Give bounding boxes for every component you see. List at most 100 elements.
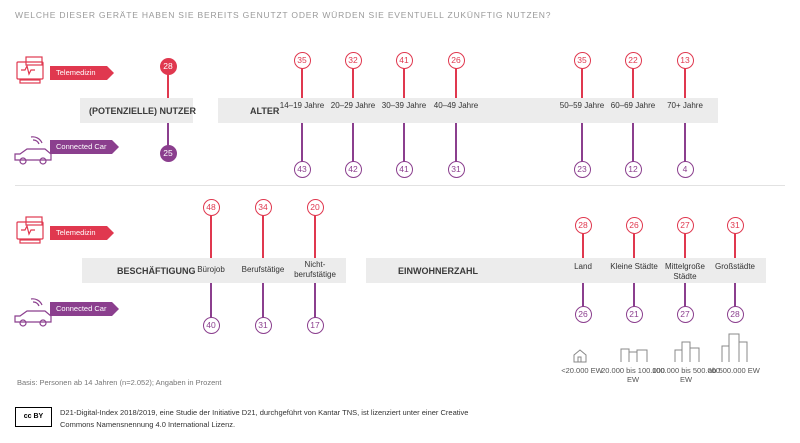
section-divider: [15, 185, 785, 186]
band-label-einwohnerzahl: EINWOHNERZAHL: [398, 266, 478, 276]
category-label: 70+ Jahre: [667, 101, 703, 110]
category-label: Großstädte: [714, 262, 755, 271]
connected-car-value: 25: [159, 144, 177, 162]
band-alter: [218, 98, 718, 123]
band-einwohnerzahl: [366, 258, 766, 283]
legend-connected-car: Connected Car: [50, 140, 119, 154]
telemedizin-stem: [684, 233, 686, 258]
connected-car-value: 42: [344, 160, 362, 178]
connected-car-value: 12: [624, 160, 642, 178]
telemedicine-icon: [16, 56, 44, 84]
car-icon: [14, 298, 52, 327]
connected-car-stem: [167, 123, 169, 153]
telemedizin-stem: [633, 233, 635, 258]
telemedizin-stem: [262, 215, 264, 258]
connected-car-value: 23: [573, 160, 591, 178]
category-label: Nicht-berufstätige: [294, 260, 336, 279]
connected-car-value: 27: [676, 305, 694, 323]
connected-car-value: 43: [293, 160, 311, 178]
buildings-icon: [674, 341, 700, 362]
band-nutzer: [80, 98, 193, 123]
connected-car-stem: [581, 123, 583, 169]
ew-label: <20.000 EW: [561, 366, 603, 375]
connected-car-stem: [301, 123, 303, 169]
connected-car-stem: [210, 283, 212, 325]
buildings-icon: [620, 348, 648, 362]
ew-label: ab 500.000 EW: [708, 366, 760, 375]
connected-car-value: 21: [625, 305, 643, 323]
telemedicine-icon: [16, 216, 44, 244]
car-icon: [14, 136, 52, 165]
connected-car-value: 4: [676, 160, 694, 178]
telemedizin-stem: [581, 68, 583, 98]
category-label: Mittelgroße Städte: [664, 262, 705, 281]
band-label-beschaeftigung: BESCHÄFTIGUNG: [117, 266, 196, 276]
telemedizin-value: 41: [395, 51, 413, 69]
category-label: Berufstätige: [241, 265, 285, 274]
telemedizin-value: 22: [624, 51, 642, 69]
telemedizin-value: 20: [306, 198, 324, 216]
telemedizin-value: 28: [574, 216, 592, 234]
cc-by-icon: cc BY: [15, 407, 52, 427]
telemedizin-stem: [210, 215, 212, 258]
telemedizin-value: 48: [202, 198, 220, 216]
category-label: 14–19 Jahre: [279, 101, 325, 110]
telemedizin-stem: [352, 68, 354, 98]
connected-car-value: 26: [574, 305, 592, 323]
connected-car-stem: [403, 123, 405, 169]
telemedizin-value: 35: [293, 51, 311, 69]
telemedizin-value: 34: [254, 198, 272, 216]
telemedizin-stem: [455, 68, 457, 98]
telemedizin-value: 26: [625, 216, 643, 234]
telemedizin-stem: [582, 233, 584, 258]
telemedizin-value: 27: [676, 216, 694, 234]
category-label: 30–39 Jahre: [381, 101, 427, 110]
telemedizin-value: 35: [573, 51, 591, 69]
telemedizin-value: 26: [447, 51, 465, 69]
connected-car-value: 31: [447, 160, 465, 178]
telemedizin-stem: [314, 215, 316, 258]
category-label: Bürojob: [197, 265, 225, 274]
connected-car-value: 31: [254, 316, 272, 334]
telemedizin-value: 28: [159, 57, 177, 75]
category-label: 60–69 Jahre: [610, 101, 656, 110]
connected-car-value: 41: [395, 160, 413, 178]
category-label: 40–49 Jahre: [433, 101, 479, 110]
legend-connected-car: Connected Car: [50, 302, 119, 316]
telemedizin-stem: [632, 68, 634, 98]
legend-telemedizin: Telemedizin: [50, 226, 114, 240]
legend-telemedizin: Telemedizin: [50, 66, 114, 80]
buildings-icon: [573, 349, 587, 363]
basis-note: Basis: Personen ab 14 Jahren (n=2.052); …: [17, 378, 222, 387]
connected-car-stem: [684, 283, 686, 314]
connected-car-stem: [455, 123, 457, 169]
telemedizin-stem: [403, 68, 405, 98]
connected-car-stem: [262, 283, 264, 325]
connected-car-value: 40: [202, 316, 220, 334]
connected-car-stem: [352, 123, 354, 169]
category-label: Land: [574, 262, 592, 271]
telemedizin-stem: [167, 74, 169, 98]
connected-car-stem: [314, 283, 316, 325]
license-text: D21-Digital-Index 2018/2019, eine Studie…: [60, 408, 469, 429]
telemedizin-stem: [301, 68, 303, 98]
telemedizin-stem: [684, 68, 686, 98]
category-label: 50–59 Jahre: [559, 101, 605, 110]
telemedizin-value: 32: [344, 51, 362, 69]
connected-car-stem: [684, 123, 686, 169]
band-label-nutzer: (POTENZIELLE) NUTZER: [89, 106, 196, 116]
connected-car-value: 17: [306, 316, 324, 334]
telemedizin-stem: [734, 233, 736, 258]
ew-label: 20.000 bis 100.000 EW: [601, 366, 665, 384]
connected-car-stem: [582, 283, 584, 314]
connected-car-stem: [734, 283, 736, 314]
category-label: Kleine Städte: [610, 262, 658, 271]
connected-car-stem: [632, 123, 634, 169]
category-label: 20–29 Jahre: [330, 101, 376, 110]
band-label-alter: ALTER: [250, 106, 280, 116]
ew-label: 100.000 bis 500.000 EW: [652, 366, 720, 384]
band-beschaeftigung: [82, 258, 346, 283]
telemedizin-value: 13: [676, 51, 694, 69]
connected-car-value: 28: [726, 305, 744, 323]
